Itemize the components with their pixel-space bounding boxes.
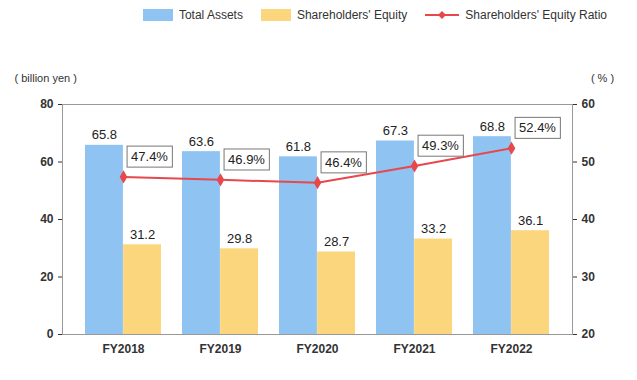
svg-text:FY2021: FY2021 [393,342,435,356]
svg-text:( billion yen ): ( billion yen ) [15,72,77,84]
svg-text:65.8: 65.8 [92,127,117,142]
svg-text:31.2: 31.2 [130,227,155,242]
svg-text:47.4%: 47.4% [131,149,168,164]
html-text:Shareholders' Equity Ratio: Shareholders' Equity Ratio [465,8,607,22]
html-text:Total Assets: Total Assets [178,8,243,22]
svg-text:63.6: 63.6 [189,134,214,149]
svg-text:0: 0 [47,327,54,341]
svg-text:67.3: 67.3 [383,123,408,138]
svg-text:61.8: 61.8 [286,139,311,154]
svg-text:28.7: 28.7 [324,234,349,249]
svg-text:29.8: 29.8 [227,231,252,246]
html-text:Shareholders' Equity: Shareholders' Equity [296,8,408,22]
svg-text:49.3%: 49.3% [422,138,459,153]
svg-text:40: 40 [40,212,54,226]
svg-text:68.8: 68.8 [480,119,505,134]
svg-text:80: 80 [40,97,54,111]
svg-text:FY2020: FY2020 [296,342,338,356]
svg-text:FY2022: FY2022 [490,342,532,356]
svg-text:46.4%: 46.4% [325,155,362,170]
svg-text:46.9%: 46.9% [228,152,265,167]
svg-text:( % ): ( % ) [591,72,614,84]
svg-text:52.4%: 52.4% [519,120,556,135]
svg-text:30: 30 [582,270,596,284]
svg-text:20: 20 [40,270,54,284]
svg-text:60: 60 [40,155,54,169]
svg-text:36.1: 36.1 [518,213,543,228]
svg-text:60: 60 [582,97,596,111]
svg-text:33.2: 33.2 [421,221,446,236]
svg-text:50: 50 [582,155,596,169]
svg-text:20: 20 [582,327,596,341]
svg-text:40: 40 [582,212,596,226]
svg-text:FY2019: FY2019 [199,342,241,356]
svg-text:FY2018: FY2018 [102,342,144,356]
